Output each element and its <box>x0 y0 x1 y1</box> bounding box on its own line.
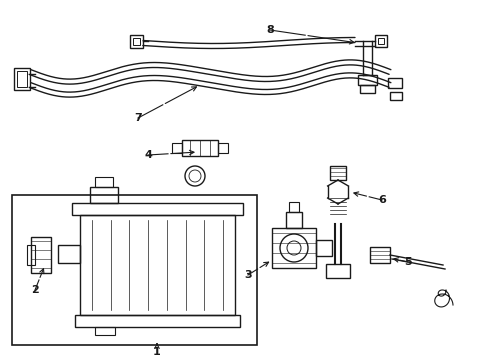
Text: 4: 4 <box>144 150 152 160</box>
Bar <box>377 38 383 44</box>
Bar <box>12 195 257 345</box>
Bar <box>133 38 140 45</box>
Text: 2: 2 <box>31 285 39 295</box>
Bar <box>357 75 376 85</box>
Bar <box>14 68 30 90</box>
Text: 8: 8 <box>265 25 273 35</box>
Bar <box>369 247 389 263</box>
Text: 5: 5 <box>404 257 411 267</box>
Bar <box>359 85 374 93</box>
Bar <box>27 245 35 265</box>
Bar <box>387 78 401 88</box>
Bar <box>325 264 349 278</box>
Bar <box>329 166 346 180</box>
Text: 6: 6 <box>377 195 385 205</box>
Bar <box>374 35 386 47</box>
Bar <box>58 245 80 263</box>
Bar <box>130 35 142 48</box>
Bar <box>271 228 315 268</box>
Bar <box>315 240 331 256</box>
Text: 3: 3 <box>244 270 251 280</box>
Bar <box>95 177 113 187</box>
Bar <box>90 187 118 203</box>
Bar <box>172 143 182 153</box>
Bar <box>80 215 235 315</box>
Bar <box>72 203 243 215</box>
Bar <box>182 140 218 156</box>
Bar <box>75 315 240 327</box>
Bar <box>95 327 115 335</box>
Text: 1: 1 <box>153 347 161 357</box>
Bar <box>285 212 302 228</box>
Bar <box>389 92 401 100</box>
Text: 7: 7 <box>134 113 142 123</box>
Bar <box>288 202 298 212</box>
Bar <box>17 71 27 87</box>
Bar <box>31 237 51 273</box>
Bar <box>218 143 227 153</box>
